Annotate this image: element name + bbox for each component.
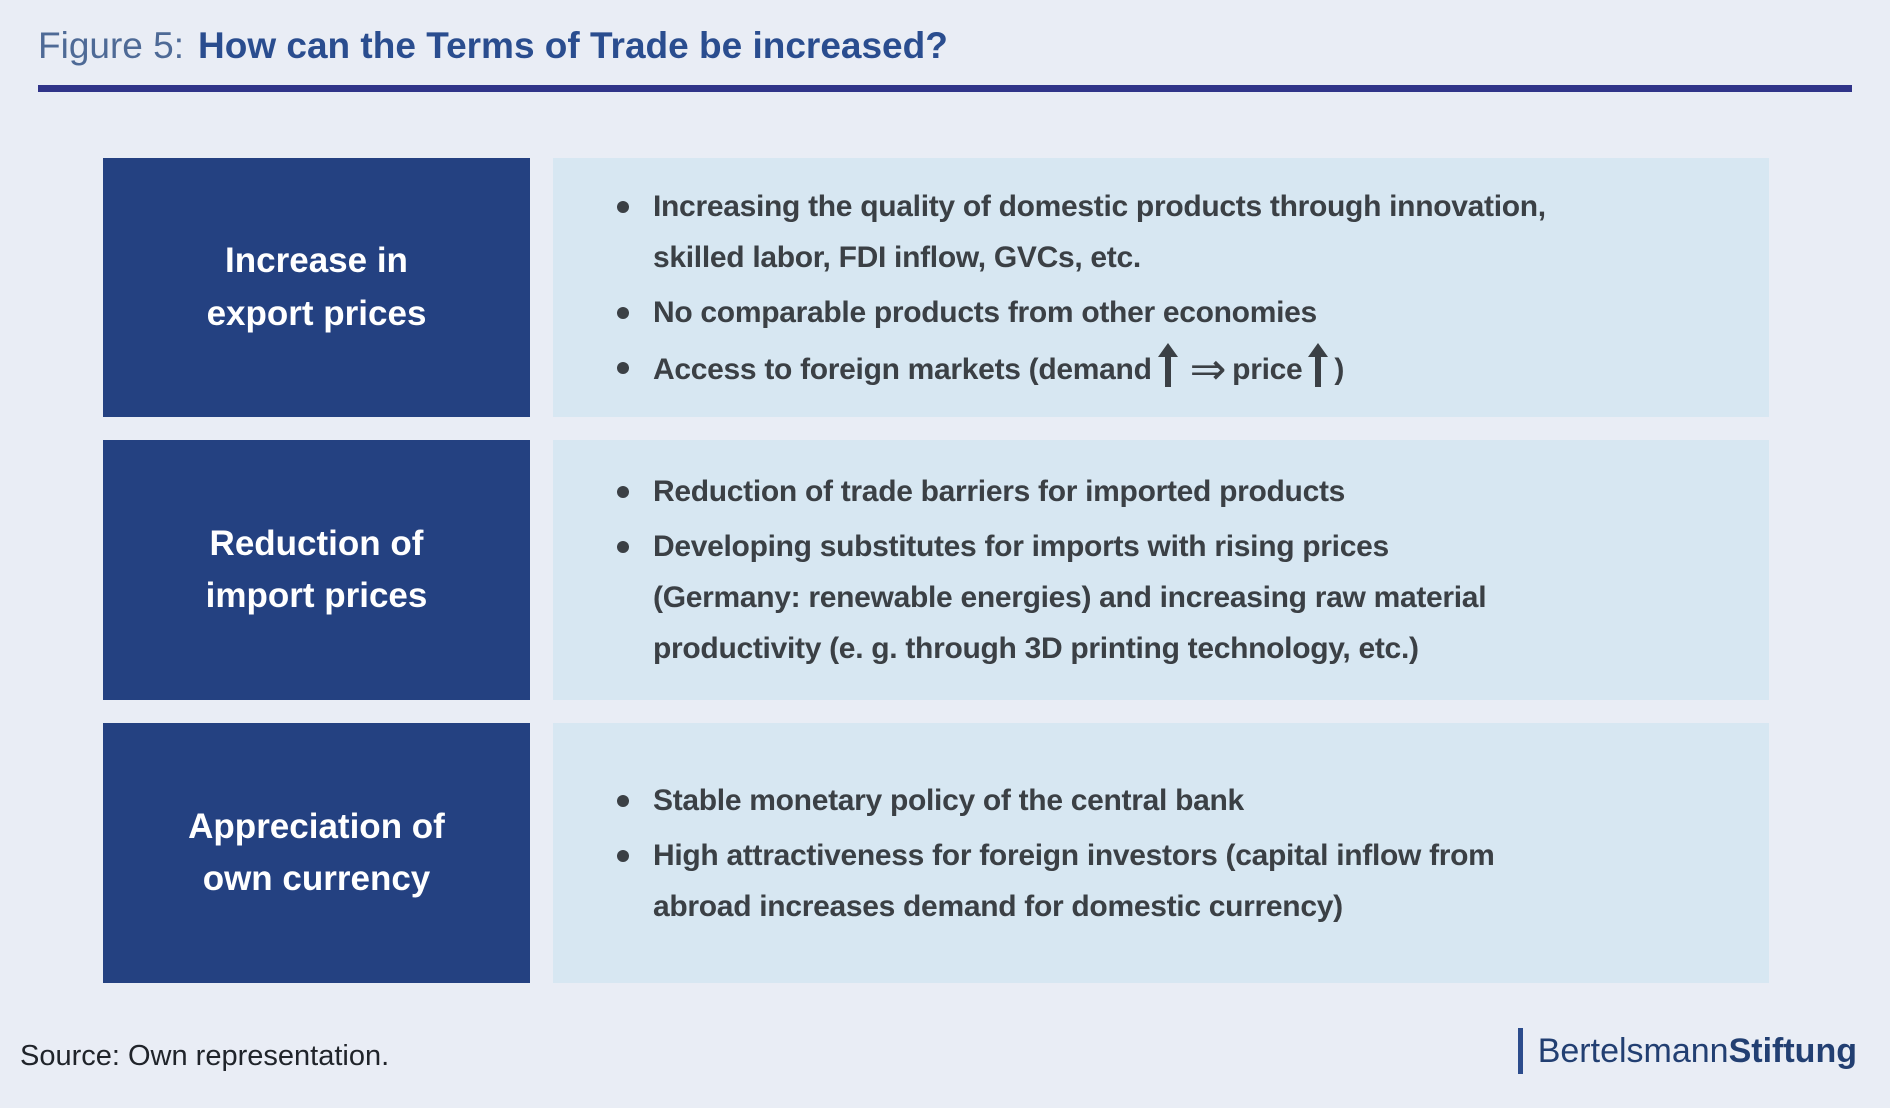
brand-divider-bar — [1517, 1028, 1523, 1074]
list-item: Increasing the quality of domestic produ… — [617, 181, 1741, 283]
bullet-icon — [617, 849, 629, 862]
bullet-text: Access to foreign markets (demand ⇒ price) — [653, 342, 1344, 395]
figure-title: How can the Terms of Trade be increased? — [198, 25, 948, 66]
source-note: Source: Own representation. — [20, 1040, 390, 1072]
bullet-icon — [617, 486, 629, 498]
bullet-icon — [617, 306, 629, 319]
title-divider-rule — [38, 85, 1852, 92]
figure-header: Figure 5: How can the Terms of Trade be i… — [38, 24, 948, 68]
brand-name-regular: Bertelsmann — [1537, 1031, 1729, 1070]
list-item: High attractiveness for foreign investor… — [617, 830, 1741, 932]
row-label-appreciation-own-currency: Appreciation of own currency — [103, 723, 530, 983]
row-label-reduction-import-prices: Reduction of import prices — [103, 440, 530, 700]
bullet-icon — [617, 200, 629, 213]
bullet-icon — [617, 794, 629, 807]
bullet-list: Stable monetary policy of the central ba… — [617, 771, 1741, 936]
terms-of-trade-table: Increase in export prices Increasing the… — [103, 158, 1769, 983]
row-increase-export-prices: Increase in export prices Increasing the… — [103, 158, 1769, 417]
bullet-list: Increasing the quality of domestic produ… — [617, 177, 1741, 399]
bullet-list: Reduction of trade barriers for imported… — [617, 462, 1741, 678]
bullet-text: Developing substitutes for imports with … — [653, 530, 1487, 665]
bullet-icon — [617, 541, 629, 553]
row-reduction-import-prices: Reduction of import prices Reduction of … — [103, 440, 1769, 700]
figure-number-label: Figure 5: — [38, 25, 185, 66]
bullet-icon — [617, 361, 629, 374]
up-arrow-icon — [1157, 342, 1178, 387]
bullet-text: Increasing the quality of domestic produ… — [653, 189, 1546, 274]
brand-name-bold: Stiftung — [1728, 1031, 1857, 1070]
bullet-text: No comparable products from other econom… — [653, 295, 1317, 329]
list-item: Developing substitutes for imports with … — [617, 521, 1741, 674]
row-content-appreciation-own-currency: Stable monetary policy of the central ba… — [553, 723, 1769, 983]
bertelsmann-stiftung-logo: BertelsmannStiftung — [1517, 1028, 1857, 1074]
list-item: Reduction of trade barriers for imported… — [617, 466, 1741, 517]
up-arrow-icon — [1308, 342, 1329, 387]
bullet-text: High attractiveness for foreign investor… — [653, 838, 1495, 923]
list-item: No comparable products from other econom… — [617, 287, 1741, 338]
bullet-text-segment: Access to foreign markets (demand — [653, 352, 1152, 386]
double-right-arrow-icon: ⇒ — [1189, 343, 1227, 395]
row-appreciation-own-currency: Appreciation of own currency Stable mone… — [103, 723, 1769, 983]
bullet-text-segment: ) — [1334, 352, 1345, 386]
row-content-increase-export-prices: Increasing the quality of domestic produ… — [553, 158, 1769, 417]
bullet-text: Reduction of trade barriers for imported… — [653, 475, 1346, 508]
bullet-text: Stable monetary policy of the central ba… — [653, 783, 1244, 817]
list-item: Access to foreign markets (demand ⇒ price) — [617, 342, 1741, 395]
brand-name: BertelsmannStiftung — [1538, 1032, 1857, 1071]
row-content-reduction-import-prices: Reduction of trade barriers for imported… — [553, 440, 1769, 700]
list-item: Stable monetary policy of the central ba… — [617, 775, 1741, 826]
bullet-text-segment: price — [1232, 352, 1303, 386]
row-label-increase-export-prices: Increase in export prices — [103, 158, 530, 417]
